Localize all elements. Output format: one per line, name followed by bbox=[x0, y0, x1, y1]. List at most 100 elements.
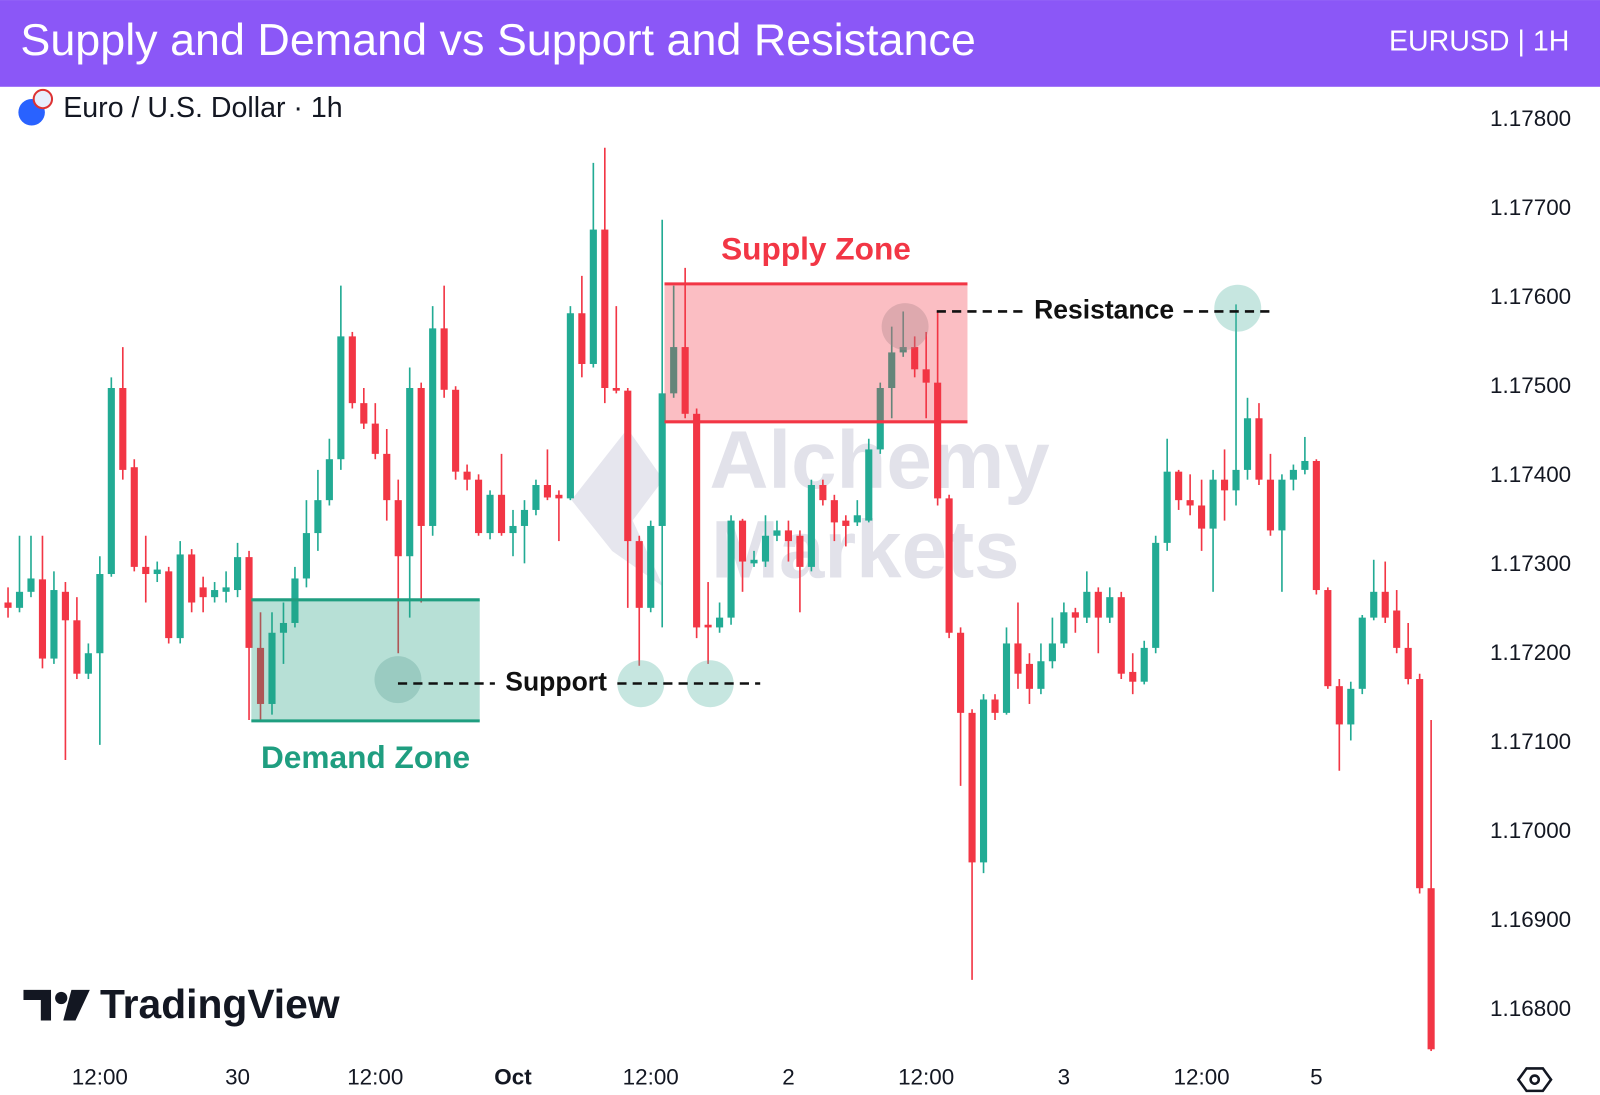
candle-body bbox=[371, 423, 379, 454]
candle-body bbox=[1266, 479, 1275, 531]
candle-body bbox=[647, 525, 655, 608]
candle-body bbox=[130, 467, 138, 567]
candle-body bbox=[153, 569, 161, 575]
candle-body bbox=[1232, 469, 1240, 491]
candle-body bbox=[693, 413, 701, 628]
candle-body bbox=[96, 574, 104, 654]
candle-body bbox=[4, 602, 12, 608]
candle-body bbox=[475, 479, 483, 534]
candle-body bbox=[1209, 479, 1217, 529]
candle-body bbox=[612, 388, 620, 391]
candle-body bbox=[1427, 888, 1435, 1050]
x-tick-label: 5 bbox=[1310, 1065, 1322, 1090]
candle-body bbox=[279, 622, 288, 633]
zone-label: Demand Zone bbox=[261, 739, 470, 775]
candle-body bbox=[1140, 647, 1148, 682]
candle-body bbox=[1393, 610, 1401, 648]
candle-body bbox=[1037, 661, 1045, 689]
candle-body bbox=[452, 389, 460, 472]
candle-body bbox=[360, 403, 368, 424]
candle-body bbox=[107, 388, 115, 575]
candle-body bbox=[543, 485, 551, 498]
candle-body bbox=[968, 712, 976, 863]
y-tick-label: 1.17100 bbox=[1490, 729, 1571, 754]
y-tick-label: 1.17600 bbox=[1490, 284, 1571, 309]
candle-body bbox=[1117, 597, 1125, 674]
x-tick-label: 12:00 bbox=[347, 1065, 403, 1090]
candle-body bbox=[245, 557, 253, 648]
candle-body bbox=[922, 369, 930, 383]
candle-body bbox=[1243, 418, 1252, 470]
touch-point bbox=[374, 656, 422, 704]
y-tick-label: 1.17200 bbox=[1490, 640, 1571, 665]
x-tick-label: 2 bbox=[782, 1065, 794, 1090]
candle-body bbox=[314, 500, 322, 534]
candle-body bbox=[819, 485, 827, 501]
candle-body bbox=[497, 494, 506, 534]
chart-title: Supply and Demand vs Support and Resista… bbox=[20, 14, 975, 65]
candle-body bbox=[555, 494, 563, 499]
x-tick-label: 12:00 bbox=[1174, 1065, 1230, 1090]
candle-body bbox=[1048, 643, 1056, 662]
candle-body bbox=[1025, 663, 1034, 689]
plot bbox=[4, 147, 1435, 1052]
candle-body bbox=[1220, 479, 1229, 491]
tradingview-logo bbox=[23, 989, 90, 1021]
x-tick-label: 30 bbox=[225, 1065, 250, 1090]
candle-body bbox=[853, 515, 861, 523]
candle-body bbox=[15, 591, 24, 608]
candle-body bbox=[417, 388, 425, 526]
candle-body bbox=[302, 533, 310, 579]
candle-body bbox=[635, 541, 643, 608]
candle-body bbox=[750, 559, 758, 564]
candle-body bbox=[658, 393, 666, 526]
candle-body bbox=[1094, 591, 1102, 618]
candle-body bbox=[1014, 643, 1022, 674]
candle-body bbox=[578, 313, 586, 364]
candle-body bbox=[704, 624, 712, 628]
candle-body bbox=[1002, 643, 1011, 713]
candle-body bbox=[520, 509, 529, 526]
candle-body bbox=[27, 578, 35, 592]
candle-body bbox=[1083, 591, 1091, 618]
candle-body bbox=[566, 313, 574, 499]
candle-body bbox=[1358, 617, 1366, 689]
candle-body bbox=[188, 554, 196, 603]
candle-body bbox=[727, 520, 735, 618]
candle-body bbox=[1071, 612, 1079, 618]
x-tick-label: Oct bbox=[494, 1065, 532, 1090]
candle-body bbox=[670, 347, 678, 394]
candle-body bbox=[1198, 505, 1206, 529]
zone-label: Supply Zone bbox=[721, 231, 911, 267]
candle-body bbox=[1129, 671, 1137, 682]
candle-body bbox=[1404, 647, 1412, 680]
candle-body bbox=[1324, 590, 1332, 687]
candle-body bbox=[222, 587, 230, 592]
candle-body bbox=[38, 579, 47, 659]
y-tick-label: 1.17800 bbox=[1490, 106, 1571, 131]
touch-point bbox=[1214, 284, 1262, 332]
candle-body bbox=[876, 388, 884, 450]
candle-body bbox=[1255, 418, 1263, 480]
level-label: Resistance bbox=[1034, 294, 1174, 324]
candle-body bbox=[1347, 688, 1355, 725]
x-tick-label: 3 bbox=[1058, 1065, 1070, 1090]
candle-body bbox=[738, 520, 747, 562]
candle-body bbox=[796, 535, 804, 567]
zone bbox=[664, 283, 968, 422]
candle-body bbox=[211, 590, 219, 598]
candle-body bbox=[337, 336, 345, 460]
candle-body bbox=[589, 229, 597, 364]
candle-body bbox=[268, 632, 276, 704]
x-tick-label: 12:00 bbox=[898, 1065, 954, 1090]
settings-icon[interactable] bbox=[1516, 1067, 1553, 1093]
candle-body bbox=[979, 699, 988, 863]
candle-body bbox=[865, 449, 873, 521]
candle-body bbox=[784, 530, 792, 542]
candle-body bbox=[1370, 591, 1378, 618]
x-tick-label: 12:00 bbox=[623, 1065, 679, 1090]
candle-body bbox=[383, 453, 391, 501]
candle-body bbox=[807, 485, 815, 567]
candle-body bbox=[348, 336, 356, 404]
candle-body bbox=[773, 530, 781, 536]
